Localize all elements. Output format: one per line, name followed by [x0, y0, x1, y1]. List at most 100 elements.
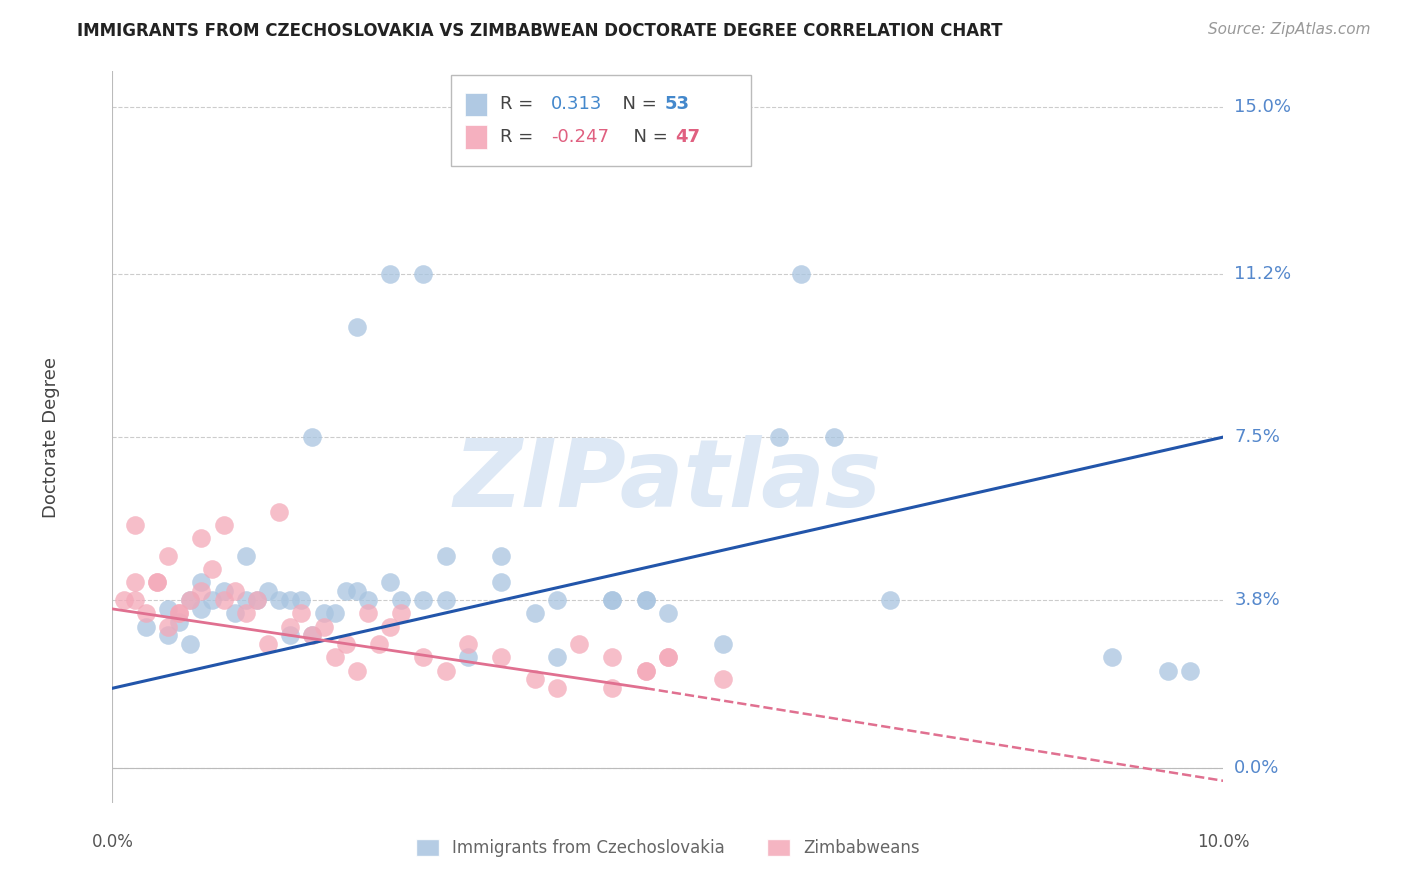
Point [335, 584, 357, 599]
Point [412, 267, 434, 281]
Point [602, 593, 624, 607]
Point [278, 593, 301, 607]
Point [546, 650, 568, 665]
Point [657, 650, 679, 665]
Point [179, 593, 201, 607]
Point [523, 607, 546, 621]
Point [713, 673, 735, 687]
Point [278, 628, 301, 642]
Point [491, 549, 513, 563]
Point [257, 637, 280, 651]
Point [380, 575, 402, 590]
Point [323, 650, 346, 665]
Text: Doctorate Degree: Doctorate Degree [42, 357, 60, 517]
Point [135, 619, 157, 633]
Text: 3.8%: 3.8% [1234, 591, 1279, 609]
Point [278, 619, 301, 633]
Point [380, 619, 402, 633]
Point [634, 593, 657, 607]
Point [235, 549, 257, 563]
Text: ZIPatlas: ZIPatlas [454, 435, 882, 527]
Point [179, 637, 201, 651]
FancyBboxPatch shape [464, 93, 486, 116]
Point [246, 593, 269, 607]
Point [212, 518, 235, 533]
Text: N =: N = [612, 95, 662, 113]
Text: IMMIGRANTS FROM CZECHOSLOVAKIA VS ZIMBABWEAN DOCTORATE DEGREE CORRELATION CHART: IMMIGRANTS FROM CZECHOSLOVAKIA VS ZIMBAB… [77, 22, 1002, 40]
Point [434, 549, 457, 563]
Point [457, 650, 479, 665]
Point [434, 664, 457, 678]
Point [157, 602, 180, 616]
Point [523, 673, 546, 687]
Point [368, 637, 391, 651]
Point [301, 628, 323, 642]
Text: 53: 53 [665, 95, 689, 113]
Point [335, 637, 357, 651]
Point [146, 575, 169, 590]
Text: Source: ZipAtlas.com: Source: ZipAtlas.com [1208, 22, 1371, 37]
Point [301, 628, 323, 642]
Point [201, 593, 224, 607]
Point [657, 607, 679, 621]
Point [657, 650, 679, 665]
Point [389, 593, 412, 607]
Point [212, 593, 235, 607]
Point [124, 593, 146, 607]
Text: R =: R = [501, 95, 538, 113]
Legend: Immigrants from Czechoslovakia, Zimbabweans: Immigrants from Czechoslovakia, Zimbabwe… [409, 832, 927, 864]
Point [224, 607, 246, 621]
FancyBboxPatch shape [464, 126, 486, 149]
Point [323, 607, 346, 621]
Point [634, 664, 657, 678]
Point [157, 628, 180, 642]
Point [167, 615, 190, 629]
Point [457, 637, 479, 651]
Point [267, 505, 291, 519]
Point [124, 518, 146, 533]
Point [346, 584, 368, 599]
Point [190, 584, 212, 599]
Point [346, 320, 368, 334]
Point [346, 664, 368, 678]
Point [212, 584, 235, 599]
Text: -0.247: -0.247 [551, 128, 609, 146]
Point [112, 593, 135, 607]
Point [602, 650, 624, 665]
Point [434, 593, 457, 607]
Point [1156, 664, 1178, 678]
Text: 11.2%: 11.2% [1234, 265, 1292, 283]
Point [190, 575, 212, 590]
Point [357, 593, 380, 607]
Point [267, 593, 291, 607]
Point [135, 607, 157, 621]
Point [190, 602, 212, 616]
Point [246, 593, 269, 607]
Point [167, 607, 190, 621]
Point [235, 607, 257, 621]
Point [546, 681, 568, 696]
Point [568, 637, 591, 651]
Point [235, 593, 257, 607]
Point [157, 619, 180, 633]
Point [290, 593, 312, 607]
Text: 7.5%: 7.5% [1234, 428, 1281, 446]
Point [602, 593, 624, 607]
Text: 47: 47 [676, 128, 700, 146]
Point [257, 584, 280, 599]
Point [389, 607, 412, 621]
Point [179, 593, 201, 607]
Point [634, 593, 657, 607]
Point [1101, 650, 1123, 665]
Point [312, 607, 335, 621]
Text: 15.0%: 15.0% [1234, 97, 1291, 116]
FancyBboxPatch shape [451, 75, 751, 167]
Point [491, 575, 513, 590]
Point [357, 607, 380, 621]
Point [634, 664, 657, 678]
Point [167, 607, 190, 621]
Text: 0.0%: 0.0% [1234, 758, 1279, 777]
Point [790, 267, 813, 281]
Text: 0.0%: 0.0% [91, 833, 134, 851]
Text: 0.313: 0.313 [551, 95, 603, 113]
